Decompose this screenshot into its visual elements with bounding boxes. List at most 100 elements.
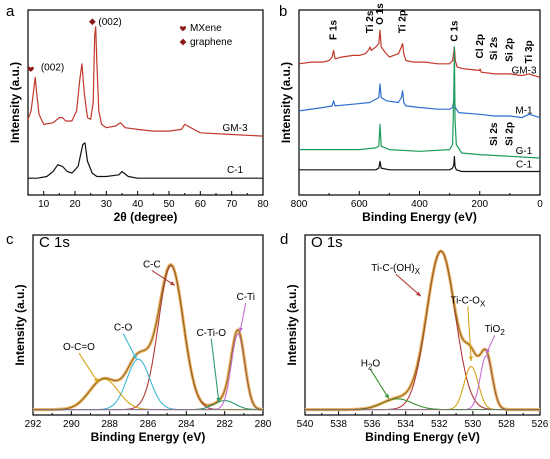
component-label-sub: 2 [368, 362, 373, 371]
annotation-arrow-line [151, 269, 176, 286]
series-line [298, 29, 541, 78]
panel-title: C 1s [39, 234, 70, 251]
component-line [33, 265, 263, 411]
peak-label: O 1s [375, 3, 386, 25]
x-axis-label: 2θ (degree) [114, 210, 178, 224]
x-axis-label: Binding Energy (eV) [362, 210, 477, 224]
y-axis-label: Intensity (a.u.) [13, 284, 27, 365]
annotation-arrow-line [467, 306, 472, 362]
heart-marker [179, 26, 187, 32]
x-tick-label: 536 [364, 419, 381, 430]
panel-letter: b [279, 3, 287, 20]
x-tick-label: 526 [532, 419, 549, 430]
plot-frame [27, 9, 264, 196]
series-label: G-1 [516, 146, 533, 157]
component-label-sub: X [415, 267, 421, 276]
panel-letter: c [6, 231, 14, 248]
component-label-tail: O [372, 358, 380, 369]
x-tick-label: 0 [537, 199, 543, 210]
y-axis-label: Intensity (a.u.) [8, 62, 22, 143]
x-tick-label: 530 [465, 419, 482, 430]
annotation-arrow-head [169, 281, 175, 286]
peak-label: Ti 3p [524, 40, 535, 63]
legend-entry: MXene [190, 23, 222, 34]
x-axis-label: Binding Energy (eV) [365, 430, 480, 444]
x-tick-label: 70 [226, 199, 238, 210]
y-axis-label: Intensity (a.u.) [285, 284, 299, 365]
annotation-arrow-line [210, 338, 220, 403]
annotation-arrow-head [468, 356, 474, 361]
x-tick-label: 800 [291, 199, 308, 210]
annotation-arrow-line [78, 352, 99, 383]
series-line [299, 46, 541, 159]
peak-annotation: (002) [41, 63, 64, 74]
x-tick-label: 200 [471, 199, 488, 210]
x-tick-label: 80 [257, 199, 269, 210]
x-tick-label: 282 [216, 419, 233, 430]
series-label: C-1 [227, 165, 244, 176]
x-tick-label: 280 [255, 419, 272, 430]
panel-b: b 800 600 400 200 0 Binding Energy (eV) Intensi… [279, 3, 543, 224]
peak-label: Si 2p [504, 122, 515, 146]
component-line [305, 365, 540, 411]
component-label: O-C=O [63, 342, 95, 353]
x-tick-label: 50 [163, 199, 175, 210]
x-tick-label: 528 [498, 419, 515, 430]
component-label: H2O [361, 358, 381, 371]
x-tick-label: 534 [397, 419, 414, 430]
series-label: GM-3 [512, 65, 537, 76]
envelope-fit [33, 264, 264, 411]
component-label: C-Ti [236, 292, 255, 303]
x-tick-label: 538 [330, 419, 347, 430]
x-axis-label: Binding Energy (eV) [91, 430, 206, 444]
component-label: TiO2 [485, 324, 506, 337]
legend-entry: graphene [190, 37, 233, 48]
component-line [305, 355, 540, 411]
peak-label: Si 2s [489, 36, 500, 60]
heart-marker [27, 66, 34, 72]
x-tick-label: 540 [297, 419, 314, 430]
annotation-arrow-line [122, 333, 137, 360]
peak-label: Si 2s [489, 122, 500, 146]
panel-letter: a [6, 3, 15, 20]
x-tick-label: 532 [431, 419, 448, 430]
component-label-sub: X [480, 299, 486, 308]
annotation-arrow-head [486, 348, 491, 354]
component-label: Ti-C-OX [450, 295, 486, 308]
component-label: C-Ti-O [196, 328, 226, 339]
peak-label: Si 2p [504, 38, 515, 62]
panel-a: a 10 20 30 40 50 60 70 80 2θ (degree) Intensity (a… [6, 3, 269, 224]
series-label: GM-3 [223, 123, 248, 134]
annotation-arrow-head [93, 377, 99, 383]
x-tick-label: 292 [25, 419, 42, 430]
component-label: Ti-C-(OH)X [371, 263, 421, 276]
peak-label: Ti 2p [398, 10, 409, 33]
x-tick-label: 286 [140, 419, 157, 430]
y-axis-label: Intensity (a.u.) [279, 62, 293, 143]
peak-label: C 1s [449, 20, 460, 42]
series-line [28, 142, 263, 179]
component-label: C-C [143, 259, 161, 270]
x-tick-label: 10 [38, 199, 50, 210]
envelope-raw [32, 263, 264, 412]
x-tick-label: 20 [69, 199, 81, 210]
peak-label: F 1s [329, 20, 340, 40]
series-label: C-1 [516, 159, 533, 170]
plot-frame [304, 234, 541, 416]
component-label: C-O [114, 322, 133, 333]
panel-d: d 540 538 536 534 532 530 528 526 Binding Energy … [280, 231, 549, 444]
series-line [27, 26, 264, 137]
component-label-sub: 2 [500, 328, 505, 337]
peak-label: Cl 2p [475, 34, 486, 58]
x-tick-label: 40 [132, 199, 144, 210]
x-tick-label: 400 [411, 199, 428, 210]
series-line [298, 83, 541, 119]
annotation-arrow-head [132, 354, 137, 360]
annotation-arrow-head [238, 327, 243, 333]
annotation-arrow-line [239, 302, 247, 333]
panel-c: c 292 290 288 286 284 282 280 Binding Energy (eV… [6, 231, 272, 444]
peak-label: Ti 2s [365, 10, 376, 33]
series-line [299, 155, 540, 173]
x-tick-label: 60 [195, 199, 207, 210]
